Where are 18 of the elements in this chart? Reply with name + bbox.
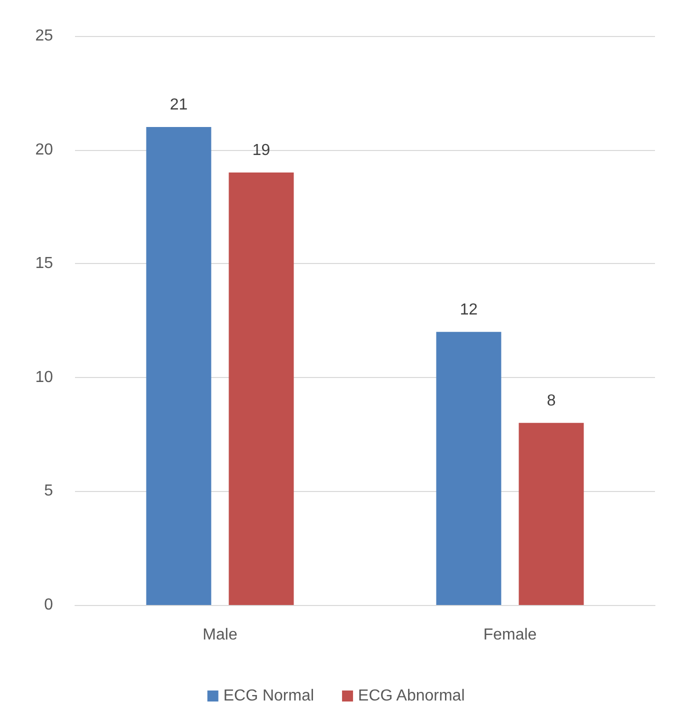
legend-label: ECG Normal <box>223 688 314 704</box>
y-tick-label: 0 <box>44 596 54 614</box>
y-tick-label: 10 <box>35 368 54 386</box>
legend-label: ECG Abnormal <box>358 688 465 704</box>
bar <box>518 422 584 605</box>
data-label: 8 <box>546 392 556 410</box>
y-tick-label: 5 <box>44 482 54 500</box>
data-label: 12 <box>460 301 478 318</box>
bar <box>436 332 502 605</box>
y-tick-label: 15 <box>35 255 54 272</box>
bar <box>146 127 212 605</box>
data-label: 19 <box>252 142 270 160</box>
y-tick-label: 25 <box>35 28 54 44</box>
x-tick-label: Female <box>483 626 537 644</box>
x-tick-label: Male <box>202 626 238 644</box>
bar <box>228 172 294 605</box>
y-tick-label: 20 <box>35 141 54 158</box>
data-label: 21 <box>170 96 188 114</box>
